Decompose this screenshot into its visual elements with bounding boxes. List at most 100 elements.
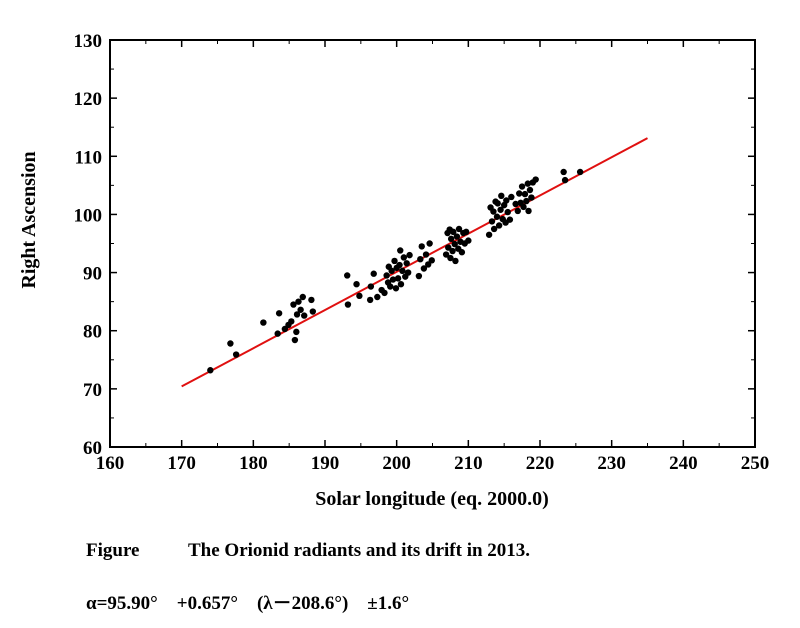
data-point [399, 267, 406, 275]
data-point [392, 285, 400, 292]
data-point [353, 281, 360, 288]
data-point [462, 228, 470, 236]
data-point [383, 272, 390, 279]
data-point [523, 197, 530, 205]
data-point [389, 276, 397, 283]
data-point [301, 312, 308, 319]
x-tick-label: 220 [526, 453, 555, 474]
x-tick-label: 200 [382, 453, 411, 474]
data-point [207, 367, 214, 374]
data-point [406, 251, 413, 259]
data-point [455, 225, 463, 233]
data-point [453, 233, 461, 240]
data-point [514, 207, 521, 215]
data-point [396, 261, 403, 269]
data-point [299, 293, 306, 301]
data-point [397, 281, 405, 288]
data-point [445, 244, 452, 251]
data-point [512, 200, 519, 208]
y-tick-label: 100 [74, 205, 103, 226]
y-tick-label: 120 [74, 89, 103, 110]
data-point [485, 231, 493, 238]
fit-line-layer [181, 137, 648, 388]
data-point [290, 301, 297, 308]
data-point [576, 168, 584, 176]
data-point [387, 283, 394, 290]
chart: 160 170 180 190 200 210 220 230 240 250 60 70 80 90 1… [18, 31, 770, 510]
x-tick-label: 210 [454, 453, 483, 474]
x-tick-label: 250 [741, 453, 770, 474]
data-point [524, 180, 532, 187]
data-point [297, 306, 304, 313]
y-tick-label: 110 [75, 147, 102, 168]
regression-formula: α=95.90° +0.657° (λ－208.6°) ±1.6° [86, 593, 410, 614]
data-point [508, 193, 515, 201]
data-point [370, 270, 377, 277]
data-point [503, 197, 510, 204]
data-point [528, 194, 535, 201]
data-point [397, 247, 404, 254]
x-tick-label: 160 [96, 453, 125, 474]
data-point [506, 216, 514, 223]
data-point [295, 298, 302, 305]
data-points [207, 168, 584, 374]
fit-line [181, 137, 648, 388]
data-point [525, 207, 532, 215]
y-tick-label: 90 [83, 264, 102, 285]
data-point [404, 269, 412, 276]
y-tick-label: 60 [83, 438, 102, 459]
y-axis-title: Right Ascension [18, 151, 40, 288]
x-tick-label: 190 [311, 453, 340, 474]
data-point [274, 330, 281, 337]
data-point [366, 296, 374, 304]
data-point [452, 257, 459, 265]
x-tick-label: 170 [167, 453, 196, 474]
data-point [415, 272, 423, 280]
data-point [560, 168, 567, 176]
y-tick-label: 80 [83, 322, 102, 343]
data-point [428, 257, 435, 264]
data-point [521, 190, 529, 198]
data-point [291, 336, 299, 344]
data-point [260, 319, 267, 326]
data-point [465, 237, 472, 244]
data-point [561, 176, 569, 184]
data-point [394, 275, 402, 282]
data-point [497, 206, 504, 213]
data-point [417, 255, 424, 263]
y-tick-label: 70 [83, 380, 102, 401]
data-point [504, 208, 511, 216]
data-point [308, 296, 315, 304]
data-point [426, 240, 433, 247]
data-point [356, 292, 363, 300]
data-point [403, 260, 410, 267]
figure-caption: Figure The Orionid radiants and its drift… [86, 540, 530, 562]
data-point [447, 254, 454, 262]
data-point [374, 293, 381, 301]
data-point [420, 265, 428, 272]
data-point [518, 183, 526, 190]
data-point [526, 186, 534, 194]
data-point [293, 311, 301, 318]
data-point [495, 222, 503, 229]
data-point [498, 192, 505, 200]
data-point [493, 213, 501, 220]
data-point [532, 176, 539, 183]
data-point [232, 351, 240, 358]
data-point [381, 289, 388, 297]
data-point [422, 251, 430, 258]
data-point [344, 301, 352, 308]
data-point [494, 200, 501, 207]
data-point [451, 240, 458, 248]
data-point [388, 267, 395, 275]
figure-title: The Orionid radiants and its drift in 20… [188, 540, 531, 561]
data-point [400, 254, 408, 261]
x-tick-label: 230 [597, 453, 626, 474]
y-tick-labels: 60 70 80 90 100 110 120 130 [74, 31, 103, 459]
data-point [488, 218, 496, 225]
data-point [449, 247, 456, 255]
data-point [344, 272, 351, 279]
y-tick-label: 130 [74, 31, 103, 52]
x-tick-label: 240 [669, 453, 698, 474]
data-point [275, 310, 283, 317]
